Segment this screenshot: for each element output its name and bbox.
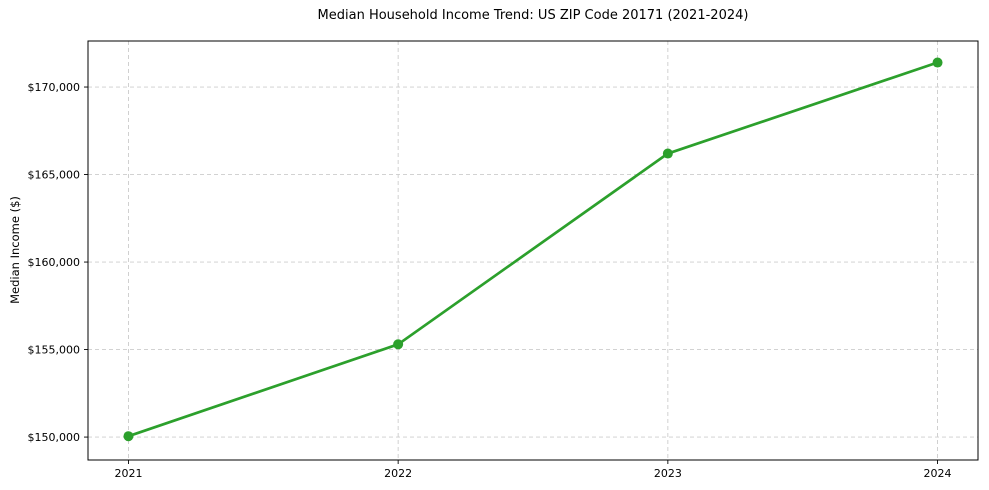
x-tick-label: 2024 [924,467,952,480]
data-point-2022 [393,339,404,350]
y-tick-label: $170,000 [28,81,81,94]
trend-line [127,61,939,438]
y-tick-label: $150,000 [28,431,81,444]
y-tick-label: $155,000 [28,344,81,357]
data-point-2023 [662,148,673,159]
x-tick-label: 2022 [384,467,412,480]
x-tick-label: 2021 [114,467,142,480]
chart-title: Median Household Income Trend: US ZIP Co… [317,8,749,23]
y-tick-label: $165,000 [28,169,81,182]
x-tick-label: 2023 [654,467,682,480]
plot-border [87,40,979,461]
data-point-2024 [932,57,943,68]
data-point-2021 [123,431,134,442]
y-tick-label: $160,000 [28,256,81,269]
